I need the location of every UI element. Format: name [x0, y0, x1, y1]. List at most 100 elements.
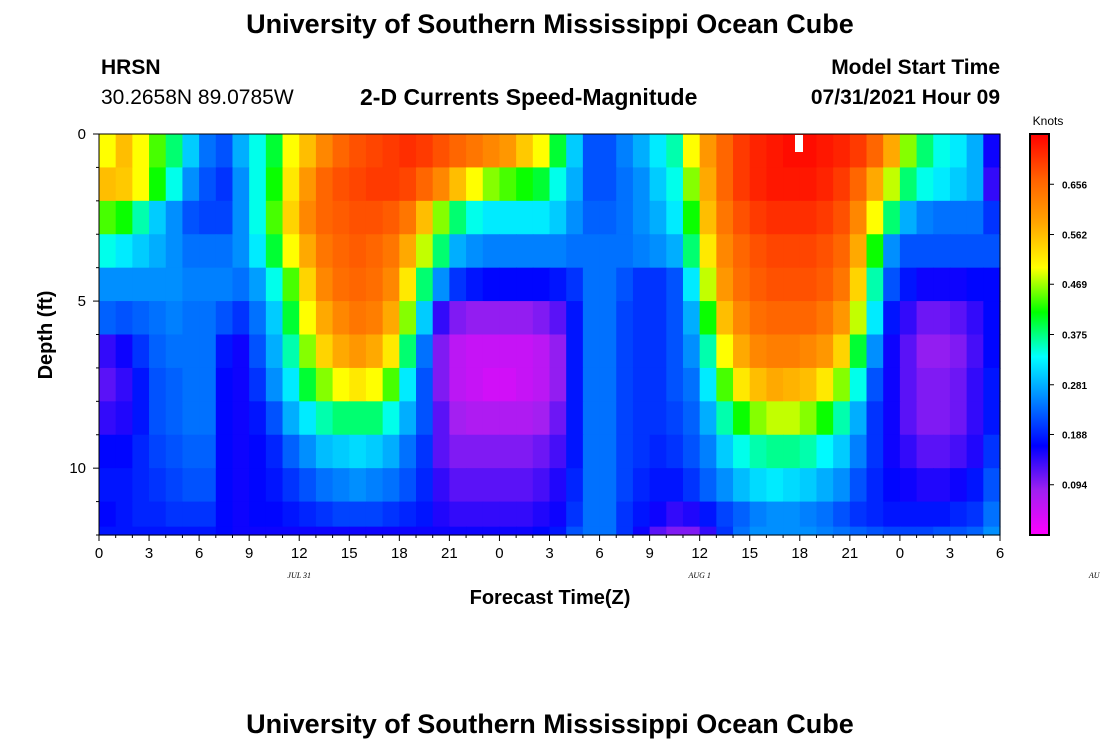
heatmap-cell	[299, 401, 317, 436]
heatmap-cell	[883, 200, 901, 235]
heatmap-cell	[766, 134, 784, 169]
heatmap-cell	[666, 200, 684, 235]
heatmap-cell	[983, 134, 1001, 169]
heatmap-cell	[532, 501, 551, 528]
heatmap-cell	[682, 501, 701, 528]
heatmap-cell	[99, 234, 117, 269]
heatmap-cell	[416, 301, 434, 336]
heatmap-cell	[883, 501, 901, 528]
heatmap-cell	[649, 401, 667, 436]
heatmap-cell	[332, 134, 350, 169]
heatmap-cell	[916, 267, 934, 302]
heatmap-cell	[733, 434, 751, 469]
heatmap-cell	[582, 401, 601, 436]
heatmap-cell	[182, 501, 200, 528]
heatmap-cell	[499, 134, 517, 169]
heatmap-cell	[833, 367, 851, 402]
y-tick-label: 10	[69, 460, 86, 477]
heatmap-cell	[682, 334, 701, 369]
heatmap-cell	[315, 234, 334, 269]
heatmap-cell	[733, 334, 751, 369]
heatmap-cell	[799, 267, 818, 302]
heatmap-cell	[783, 501, 801, 528]
heatmap-cell	[115, 468, 133, 503]
heatmap-cell	[749, 301, 768, 336]
heatmap-cell	[733, 167, 751, 202]
heatmap-cell	[549, 468, 567, 503]
heatmap-cell	[249, 526, 267, 536]
heatmap-cell	[449, 401, 467, 436]
heatmap-cell	[532, 334, 551, 369]
heatmap-cell	[165, 267, 184, 302]
heatmap-cell	[365, 234, 384, 269]
heatmap-cell	[582, 234, 601, 269]
heatmap-cell	[682, 434, 701, 469]
heatmap-cell	[182, 526, 200, 536]
heatmap-cell	[933, 401, 951, 436]
heatmap-cell	[883, 301, 901, 336]
heatmap-cell	[182, 200, 200, 235]
heatmap-cell	[699, 134, 717, 169]
heatmap-cell	[666, 167, 684, 202]
heatmap-cell	[816, 200, 834, 235]
heatmap-cell	[599, 200, 617, 235]
heatmap-cell	[616, 167, 634, 202]
heatmap-cell	[549, 501, 567, 528]
heatmap-cell	[849, 167, 868, 202]
heatmap-cell	[749, 334, 768, 369]
heatmap	[99, 134, 1001, 536]
heatmap-cell	[632, 267, 651, 302]
heatmap-cell	[349, 267, 367, 302]
heatmap-cell	[733, 134, 751, 169]
x-tick-label: 21	[441, 545, 458, 562]
heatmap-cell	[365, 526, 384, 536]
heatmap-cell	[632, 367, 651, 402]
heatmap-cell	[265, 526, 284, 536]
heatmap-cell	[883, 167, 901, 202]
heatmap-cell	[349, 367, 367, 402]
heatmap-cell	[783, 334, 801, 369]
heatmap-cell	[115, 434, 133, 469]
heatmap-cell	[332, 526, 350, 536]
model-start-label: Model Start Time	[831, 56, 1000, 79]
heatmap-cell	[833, 134, 851, 169]
heatmap-cell	[749, 501, 768, 528]
x-tick-label: 9	[645, 545, 653, 562]
heatmap-cell	[699, 526, 717, 536]
heatmap-cell	[883, 334, 901, 369]
heatmap-cell	[132, 267, 150, 302]
heatmap-cell	[466, 401, 484, 436]
heatmap-cell	[249, 401, 267, 436]
heatmap-cell	[149, 200, 167, 235]
heatmap-cell	[733, 234, 751, 269]
heatmap-cell	[866, 468, 884, 503]
heatmap-cell	[115, 334, 133, 369]
heatmap-cell	[199, 501, 217, 528]
heatmap-cell	[416, 267, 434, 302]
heatmap-cell	[482, 167, 501, 202]
heatmap-cell	[215, 526, 234, 536]
heatmap-cell	[949, 526, 968, 536]
heatmap-cell	[265, 301, 284, 336]
heatmap-cell	[466, 301, 484, 336]
heatmap-cell	[482, 501, 501, 528]
heatmap-cell	[282, 200, 300, 235]
heatmap-cell	[816, 167, 834, 202]
heatmap-cell	[616, 501, 634, 528]
heatmap-cell	[449, 134, 467, 169]
heatmap-cell	[449, 434, 467, 469]
heatmap-cell	[766, 434, 784, 469]
heatmap-cell	[516, 334, 534, 369]
heatmap-cell	[682, 468, 701, 503]
heatmap-cell	[165, 234, 184, 269]
heatmap-cell	[215, 267, 234, 302]
heatmap-cell	[716, 200, 734, 235]
heatmap-cell	[632, 434, 651, 469]
heatmap-cell	[933, 267, 951, 302]
heatmap-cell	[966, 526, 984, 536]
heatmap-cell	[132, 401, 150, 436]
heatmap-cell	[199, 134, 217, 169]
heatmap-cell	[165, 526, 184, 536]
heatmap-cell	[866, 301, 884, 336]
heatmap-cell	[516, 468, 534, 503]
